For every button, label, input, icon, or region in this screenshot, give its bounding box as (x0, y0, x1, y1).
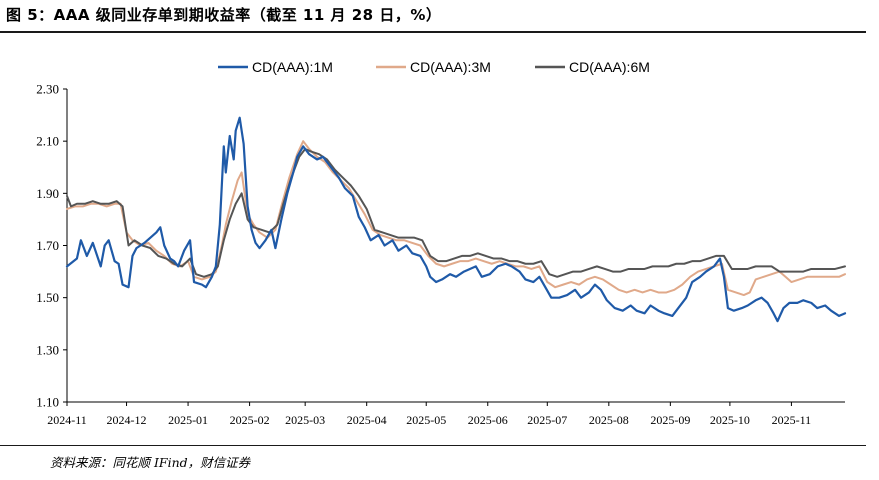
y-tick-label: 1.90 (36, 186, 59, 201)
series-line-cd-aaa-3m (66, 140, 846, 297)
bottom-rule (0, 445, 866, 446)
source-note: 资料来源：同花顺 IFind，财信证券 (50, 455, 251, 470)
y-tick-label: 1.70 (36, 238, 59, 253)
x-tick-label: 2024-12 (107, 413, 147, 427)
x-tick-label: 2025-04 (347, 413, 387, 427)
legend-label: CD(AAA):3M (410, 59, 491, 75)
x-tick-label: 2025-01 (168, 413, 208, 427)
legend-label: CD(AAA):1M (252, 59, 333, 75)
series-line-cd-aaa-6m (66, 147, 846, 278)
y-tick-label: 1.10 (36, 395, 59, 410)
x-tick-label: 2025-05 (406, 413, 446, 427)
x-tick-label: 2025-08 (589, 413, 629, 427)
x-tick-label: 2025-03 (285, 413, 325, 427)
x-tick-label: 2025-09 (650, 413, 690, 427)
x-tick-label: 2025-07 (527, 413, 567, 427)
x-tick-label: 2025-06 (468, 413, 508, 427)
x-tick-label: 2025-10 (710, 413, 750, 427)
series-line-cd-aaa-1m (65, 116, 847, 323)
line-chart: 1.10 1.30 1.50 1.70 1.90 2.10 2.30 2024-11 2024-… (36, 59, 847, 427)
x-tick-label: 2025-02 (230, 413, 270, 427)
y-tick-label: 2.10 (36, 134, 59, 149)
y-tick-label: 1.30 (36, 342, 59, 357)
x-tick-label: 2025-11 (772, 413, 812, 427)
chart-legend: CD(AAA):1M CD(AAA):3M CD(AAA):6M (218, 59, 650, 75)
series-layer (65, 116, 847, 323)
x-tick-label: 2024-11 (47, 413, 87, 427)
top-rule (0, 31, 866, 33)
legend-label: CD(AAA):6M (569, 59, 650, 75)
y-tick-label: 1.50 (36, 290, 59, 305)
figure-title: 图 5：AAA 级同业存单到期收益率（截至 11 月 28 日，%） (6, 6, 442, 24)
chart-axes: 1.10 1.30 1.50 1.70 1.90 2.10 2.30 2024-11 2024-… (36, 82, 845, 427)
y-tick-label: 2.30 (36, 82, 59, 97)
